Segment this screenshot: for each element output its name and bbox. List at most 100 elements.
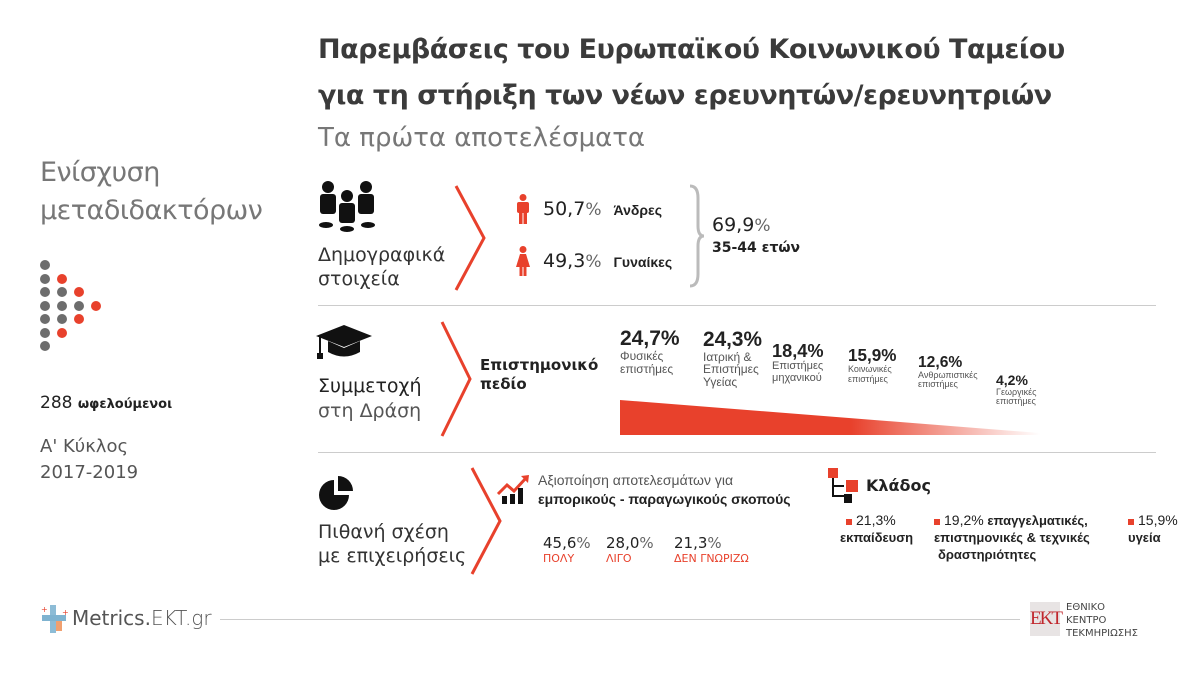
sector-item: 15,9% υγεία <box>1128 512 1178 546</box>
field-pct: 12,6% <box>918 353 963 371</box>
field-name: επιστήμες <box>848 373 888 384</box>
exploit-line-2: εμπορικούς - παραγωγικούς σκοπούς <box>538 491 791 507</box>
brace-icon <box>689 184 705 288</box>
field-name: επιστήμες <box>918 379 958 390</box>
label-line: Συμμετοχή <box>318 375 422 397</box>
label-line: στη Δράση <box>318 400 422 422</box>
sector-name: δραστηριότητες <box>938 547 1037 562</box>
dot <box>40 327 50 338</box>
field-name: Ανθρωπιστικές <box>918 369 978 380</box>
men-stat: 50,7% Άνδρες <box>543 198 662 220</box>
svg-text:+: + <box>62 608 69 617</box>
field-pct: 4,2% <box>996 372 1028 389</box>
field-name: επιστήμες <box>620 361 674 376</box>
bullet-icon <box>846 518 852 525</box>
field-item: 4,2% Γεωργικές επιστήμες <box>996 373 1036 407</box>
field-item: 12,6% Ανθρωπιστικές επιστήμες <box>918 353 978 390</box>
field-item: 24,3% Ιατρική & Επιστήμες Υγείας <box>703 329 762 389</box>
divider <box>318 452 1156 453</box>
dot <box>40 273 50 284</box>
label-line: Δημογραφικά <box>318 244 446 266</box>
wedge-shape <box>620 400 1040 435</box>
dot <box>57 327 67 338</box>
answer-item: 21,3% ΔΕΝ ΓΝΩΡΙΖΩ <box>674 534 749 565</box>
period: 2017-2019 <box>40 462 139 483</box>
answer-pct: 21,3 <box>674 534 708 552</box>
dots-arrow-graphic <box>36 260 126 351</box>
dot <box>40 341 50 351</box>
dot <box>74 314 84 324</box>
scientific-field-label: Επιστημονικό πεδίο <box>480 356 598 394</box>
demographics-label: Δημογραφικά στοιχεία <box>318 243 445 291</box>
business-label: Πιθανή σχέση με επιχειρήσεις <box>318 520 466 568</box>
field-pct: 18,4% <box>772 340 824 361</box>
title-line-2: για τη στήριξη των νέων ερευνητών/ερευνη… <box>318 80 1052 111</box>
dot <box>40 260 50 270</box>
dot <box>57 314 67 324</box>
sidebar-heading-1: Ενίσχυση <box>40 157 160 188</box>
dot <box>91 300 101 311</box>
percent: % <box>585 200 602 220</box>
percent: % <box>707 534 722 552</box>
label-line: πεδίο <box>480 375 527 393</box>
field-item: 15,9% Κοινωνικές επιστήμες <box>848 347 896 384</box>
divider <box>318 305 1156 306</box>
subtitle: Τα πρώτα αποτελέσματα <box>318 123 646 153</box>
brand: Metrics. <box>72 606 151 630</box>
field-name: Υγείας <box>703 374 738 389</box>
cycle: Α' Κύκλος <box>40 436 129 457</box>
sector-name: επαγγελματικές, <box>987 513 1088 528</box>
chevron-icon <box>440 321 472 437</box>
age-pct: 69,9 <box>712 214 755 236</box>
answer-pct: 28,0 <box>606 534 640 552</box>
field-name: μηχανικού <box>772 371 822 384</box>
age-label: 35-44 ετών <box>712 240 801 256</box>
female-icon <box>516 246 530 276</box>
pie-chart-icon <box>319 476 353 510</box>
sector-tree-icon <box>828 468 862 508</box>
growth-chart-icon <box>496 475 529 504</box>
answer-item: 45,6% ΠΟΛΥ <box>543 534 591 565</box>
field-pct: 24,3% <box>703 327 763 351</box>
women-pct: 49,3 <box>543 250 586 272</box>
field-name: Επιστήμες <box>703 362 759 377</box>
answer-pct: 45,6 <box>543 534 577 552</box>
sector-pct: 15,9% <box>1138 512 1178 528</box>
women-stat: 49,3% Γυναίκες <box>543 250 672 272</box>
graduation-cap-icon <box>316 325 372 359</box>
field-pct: 24,7% <box>620 327 680 350</box>
org-line: ΤΕΚΜΗΡΙΩΣΗΣ <box>1066 628 1138 639</box>
label-line: στοιχεία <box>318 268 400 290</box>
percent: % <box>576 534 591 552</box>
dot <box>40 287 50 297</box>
org-line: ΕΘΝΙΚΟ <box>1066 602 1106 613</box>
svg-text:+: + <box>41 605 48 614</box>
dot <box>74 300 84 311</box>
beneficiaries: 288 ωφελούμενοι <box>40 393 172 413</box>
label-line: Πιθανή σχέση <box>318 521 449 543</box>
field-item: 24,7% Φυσικές επιστήμες <box>620 327 680 376</box>
sidebar-heading-2: μεταδιδακτόρων <box>40 195 263 226</box>
men-label: Άνδρες <box>613 202 662 218</box>
sector-pct: 19,2% <box>944 512 984 528</box>
answer-label: ΠΟΛΥ <box>543 552 575 565</box>
bullet-icon <box>1128 518 1134 525</box>
field-name: Ιατρική & <box>703 349 752 364</box>
label-line: με επιχειρήσεις <box>318 545 467 567</box>
field-name: επιστήμες <box>996 396 1036 407</box>
dot <box>57 300 67 311</box>
ekt-logo: EKT <box>1030 602 1063 636</box>
org-line: ΚΕΝΤΡΟ <box>1066 615 1107 626</box>
dot <box>57 273 67 284</box>
dot <box>40 314 50 324</box>
sector-pct: 21,3% <box>856 512 896 528</box>
fields-wedge-bar <box>620 400 1040 435</box>
field-name: Γεωργικές <box>996 386 1037 397</box>
sector-name: επιστημονικές & τεχνικές <box>934 530 1090 545</box>
chevron-icon <box>470 467 502 575</box>
people-group-icon <box>319 181 375 232</box>
sector-name: εκπαίδευση <box>840 530 914 545</box>
age-stat: 69,9% <box>712 214 770 236</box>
sector-item: 19,2% επαγγελματικές, επιστημονικές & τεχ… <box>934 512 1090 563</box>
brand-domain: EKT.gr <box>150 606 212 630</box>
